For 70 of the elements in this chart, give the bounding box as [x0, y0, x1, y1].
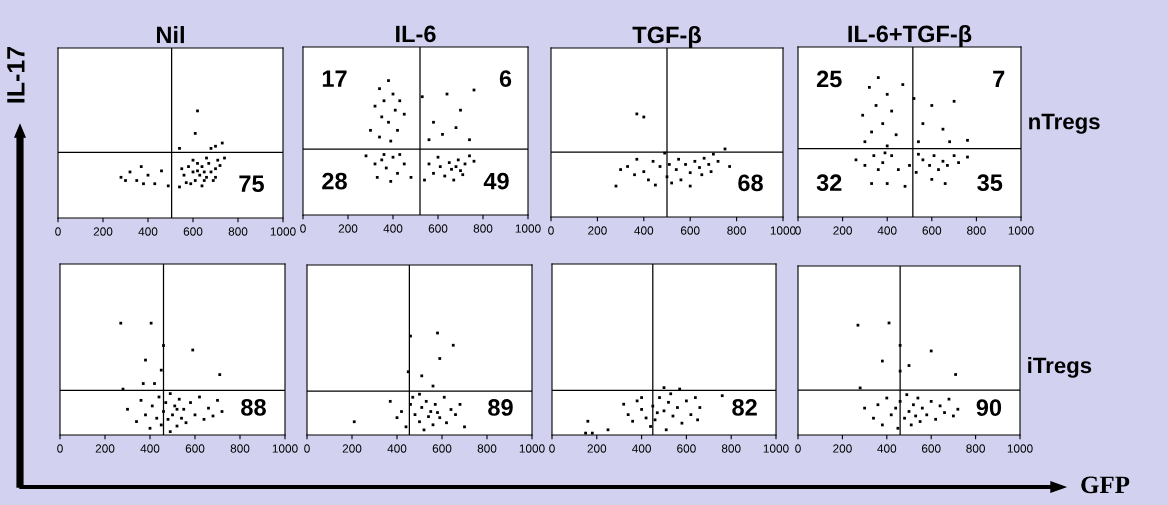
x-tick-label: 600	[922, 226, 942, 235]
x-tick-label: 800	[727, 226, 746, 235]
x-tick-label: 400	[632, 444, 651, 453]
x-tick-label: 0	[55, 227, 61, 236]
x-tick-label: 800	[473, 224, 493, 233]
annotation: 90	[976, 399, 1002, 416]
x-tick-label: 600	[677, 444, 696, 453]
x-tick-label: 600	[432, 444, 452, 453]
annotation: 49	[483, 172, 509, 190]
y-axis-title: IL-17	[7, 46, 25, 103]
x-tick-label: 1000	[270, 227, 296, 236]
x-tick-label: 200	[95, 444, 115, 453]
x-tick-label: 0	[795, 226, 801, 235]
x-tick-label: 0	[549, 444, 555, 453]
chart-title: Nil	[156, 25, 184, 44]
annotation: 82	[732, 398, 757, 416]
x-tick-label: 400	[383, 224, 403, 233]
x-tick-label: 0	[548, 226, 554, 235]
x-tick-label: 400	[140, 444, 160, 453]
x-tick-label: 1000	[515, 224, 541, 233]
x-tick-label: 1000	[1007, 444, 1033, 453]
annotation: 75	[239, 175, 264, 193]
x-tick-label: 0	[304, 444, 310, 453]
x-tick-label: 400	[634, 226, 654, 235]
x-tick-label: 1000	[763, 444, 789, 453]
annotation: 7	[993, 70, 1005, 88]
x-tick-label: 600	[183, 227, 203, 236]
x-tick-label: 200	[338, 224, 358, 233]
x-tick-label: 400	[877, 444, 897, 453]
x-tick-label: 800	[228, 227, 248, 236]
x-tick-label: 0	[795, 444, 801, 453]
annotation: 17	[322, 70, 347, 87]
annotation: 28	[322, 172, 347, 190]
x-tick-label: 800	[966, 444, 985, 453]
annotation: 89	[488, 399, 513, 416]
x-tick-label: 200	[833, 226, 852, 235]
annotation: 6	[499, 70, 512, 87]
x-tick-label: 600	[428, 224, 448, 233]
text: nTregs	[1029, 113, 1100, 134]
x-tick-label: 1000	[770, 226, 796, 235]
x-tick-label: 800	[477, 444, 497, 453]
x-axis-title: GFP	[1081, 476, 1130, 494]
annotation: 88	[241, 398, 266, 416]
x-tick-label: 200	[93, 227, 113, 236]
annotation: 25	[816, 70, 842, 88]
x-tick-label: 200	[833, 444, 852, 453]
x-tick-label: 400	[387, 444, 407, 453]
x-tick-label: 1000	[1008, 226, 1034, 235]
annotation: 35	[977, 174, 1003, 192]
x-tick-label: 0	[300, 224, 306, 233]
x-tick-label: 600	[680, 226, 700, 235]
chart-title: IL-6+TGF-β	[848, 24, 972, 47]
x-tick-label: 800	[230, 444, 250, 453]
annotation: 68	[738, 174, 763, 192]
chart-title: TGF-β	[632, 25, 701, 48]
x-tick-label: 200	[587, 444, 607, 453]
x-tick-label: 600	[185, 444, 205, 453]
x-tick-label: 800	[967, 226, 986, 235]
x-tick-label: 0	[57, 444, 63, 453]
text: iTregs	[1028, 356, 1092, 378]
x-tick-label: 1000	[272, 444, 298, 453]
x-tick-label: 800	[721, 444, 741, 453]
x-tick-label: 400	[138, 227, 158, 236]
x-tick-label: 600	[921, 444, 941, 453]
x-tick-label: 1000	[519, 444, 545, 453]
chart-title: IL-6	[396, 25, 436, 43]
x-tick-label: 200	[342, 444, 362, 453]
x-tick-label: 200	[588, 226, 607, 235]
annotation: 32	[816, 174, 842, 192]
x-tick-label: 400	[877, 226, 897, 235]
